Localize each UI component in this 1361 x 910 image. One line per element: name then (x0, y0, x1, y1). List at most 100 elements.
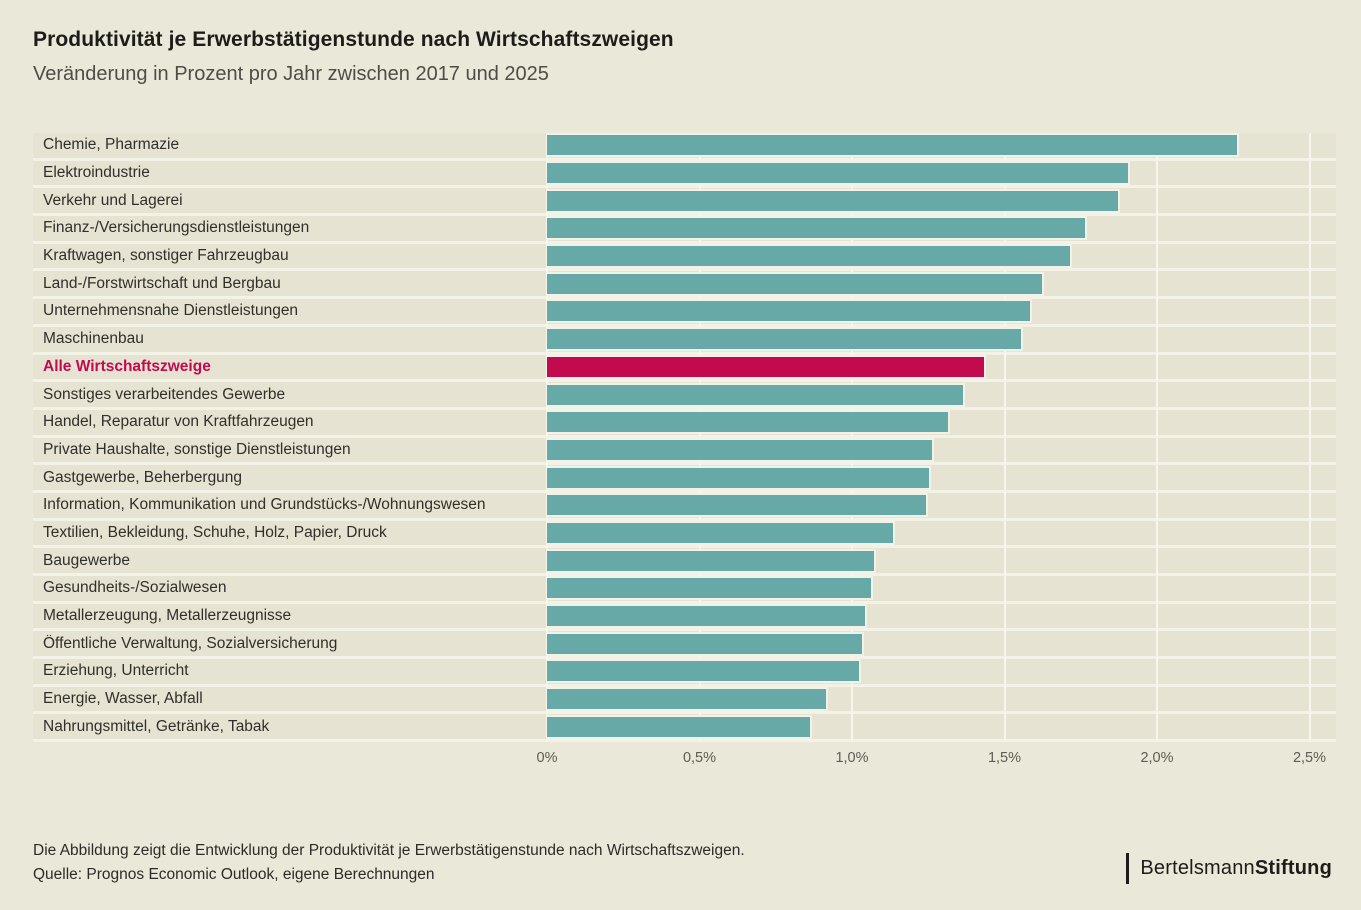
x-axis: 0% 0,5% 1,0% 1,5% 2,0% 2,5% (33, 746, 1336, 770)
chart-row: Alle Wirtschaftszweige (33, 354, 1336, 383)
category-label: Nahrungsmittel, Getränke, Tabak (43, 717, 270, 735)
bar (547, 299, 1032, 324)
chart-title: Produktivität je Erwerbstätigenstunde na… (33, 28, 674, 51)
chart-row: Sonstiges verarbeitendes Gewerbe (33, 382, 1336, 410)
chart-row: Elektroindustrie (33, 160, 1336, 189)
category-label: Verkehr und Lagerei (43, 191, 183, 209)
chart-row: Öffentliche Verwaltung, Sozialversicheru… (33, 631, 1336, 660)
bar-track (547, 244, 1336, 269)
bar-track (547, 548, 1336, 573)
bar-chart: Chemie, Pharmazie Elektroindustrie Verkehr… (33, 133, 1336, 770)
bar-track (547, 271, 1336, 296)
bar-track (547, 437, 1336, 463)
chart-row: Gastgewerbe, Beherbergung (33, 465, 1336, 493)
category-label: Öffentliche Verwaltung, Sozialversicheru… (43, 634, 338, 652)
bar (547, 327, 1023, 352)
x-axis-tick-label: 0,5% (682, 750, 717, 767)
x-axis-tick-label: 2,0% (1140, 750, 1174, 767)
bar (547, 244, 1072, 269)
bar (547, 465, 932, 490)
bar (547, 548, 877, 573)
chart-row: Chemie, Pharmazie (33, 133, 1336, 161)
logo-text: BertelsmannStiftung (1140, 857, 1332, 880)
bar-track (547, 687, 1336, 712)
bar-track (547, 133, 1336, 158)
chart-subtitle: Veränderung in Prozent pro Jahr zwischen… (33, 63, 549, 85)
category-label: Maschinenbau (43, 330, 144, 348)
category-label: Metallerzeugung, Metallerzeugnisse (43, 607, 292, 625)
bar (547, 216, 1087, 241)
bar (547, 631, 865, 656)
category-label: Handel, Reparatur von Kraftfahrzeugen (43, 413, 314, 431)
logo-bar-icon (1126, 853, 1130, 884)
bar-track (547, 382, 1336, 407)
chart-row: Unternehmensnahe Dienstleistungen (33, 299, 1336, 327)
chart-rows: Chemie, Pharmazie Elektroindustrie Verkehr… (33, 133, 1336, 743)
bar (547, 520, 895, 545)
chart-row: Information, Kommunikation und Grundstüc… (33, 492, 1336, 521)
bar (547, 410, 950, 435)
category-label: Sonstiges verarbeitendes Gewerbe (43, 385, 286, 403)
chart-row: Metallerzeugung, Metallerzeugnisse (33, 603, 1336, 632)
bar-track (547, 161, 1336, 186)
chart-row: Energie, Wasser, Abfall (33, 686, 1336, 715)
bar (547, 133, 1240, 158)
bar-track (547, 216, 1336, 241)
chart-row: Kraftwagen, sonstiger Fahrzeugbau (33, 243, 1336, 272)
logo-brand-regular: Bertelsmann (1140, 857, 1255, 879)
bar-track (547, 465, 1336, 490)
gridline (698, 133, 701, 743)
bar-track (547, 520, 1336, 546)
bar (547, 576, 874, 601)
footnote-text: Die Abbildung zeigt die Entwicklung der … (33, 842, 745, 859)
category-label: Elektroindustrie (43, 164, 150, 182)
category-label: Finanz-/Versicherungsdienstleistungen (43, 219, 310, 237)
chart-row: Verkehr und Lagerei (33, 188, 1336, 217)
category-label: Gastgewerbe, Beherbergung (43, 468, 243, 486)
chart-row: Land-/Forstwirtschaft und Bergbau (33, 271, 1336, 300)
bar (547, 604, 868, 629)
category-label: Chemie, Pharmazie (43, 136, 180, 154)
bar-track (547, 188, 1336, 213)
bar (547, 437, 935, 462)
x-axis-tick-label: 0% (536, 750, 558, 767)
bar-track (547, 410, 1336, 435)
category-label: Energie, Wasser, Abfall (43, 690, 203, 708)
category-label: Private Haushalte, sonstige Dienstleistu… (43, 440, 351, 458)
category-label: Kraftwagen, sonstiger Fahrzeugbau (43, 247, 289, 265)
category-label: Textilien, Bekleidung, Schuhe, Holz, Pap… (43, 523, 387, 541)
bar-track (547, 493, 1336, 518)
gridline (851, 133, 853, 743)
chart-header: Produktivität je Erwerbstätigenstunde na… (0, 0, 1361, 86)
bar (547, 161, 1130, 186)
chart-row: Gesundheits-/Sozialwesen (33, 576, 1336, 604)
chart-row: Private Haushalte, sonstige Dienstleistu… (33, 437, 1336, 466)
chart-row: Textilien, Bekleidung, Schuhe, Holz, Pap… (33, 520, 1336, 549)
chart-row: Erziehung, Unterricht (33, 659, 1336, 687)
chart-footnote: Die Abbildung zeigt die Entwicklung der … (33, 839, 745, 887)
category-label: Unternehmensnahe Dienstleistungen (43, 302, 299, 320)
source-text: Quelle: Prognos Economic Outlook, eigene… (33, 866, 435, 883)
bar-highlight (547, 354, 987, 379)
gridline (1156, 133, 1158, 743)
chart-row: Baugewerbe (33, 548, 1336, 576)
category-label: Baugewerbe (43, 551, 131, 569)
chart-row: Handel, Reparatur von Kraftfahrzeugen (33, 409, 1336, 438)
category-label: Gesundheits-/Sozialwesen (43, 579, 227, 597)
bar-track (547, 659, 1336, 684)
chart-row: Finanz-/Versicherungsdienstleistungen (33, 216, 1336, 244)
bertelsmann-stiftung-logo: BertelsmannStiftung (1126, 853, 1332, 884)
bar (547, 659, 862, 684)
category-label: Erziehung, Unterricht (43, 662, 189, 680)
chart-row: Maschinenbau (33, 326, 1336, 355)
bar-track (547, 354, 1336, 380)
logo-brand-bold: Stiftung (1254, 857, 1332, 879)
bar-track (547, 327, 1336, 352)
bar-track (547, 299, 1336, 324)
x-axis-tick-label: 2,5% (1292, 750, 1327, 767)
gridline (1003, 133, 1006, 743)
bar-track (547, 604, 1336, 629)
bar (547, 493, 929, 518)
category-label: Land-/Forstwirtschaft und Bergbau (43, 274, 281, 292)
